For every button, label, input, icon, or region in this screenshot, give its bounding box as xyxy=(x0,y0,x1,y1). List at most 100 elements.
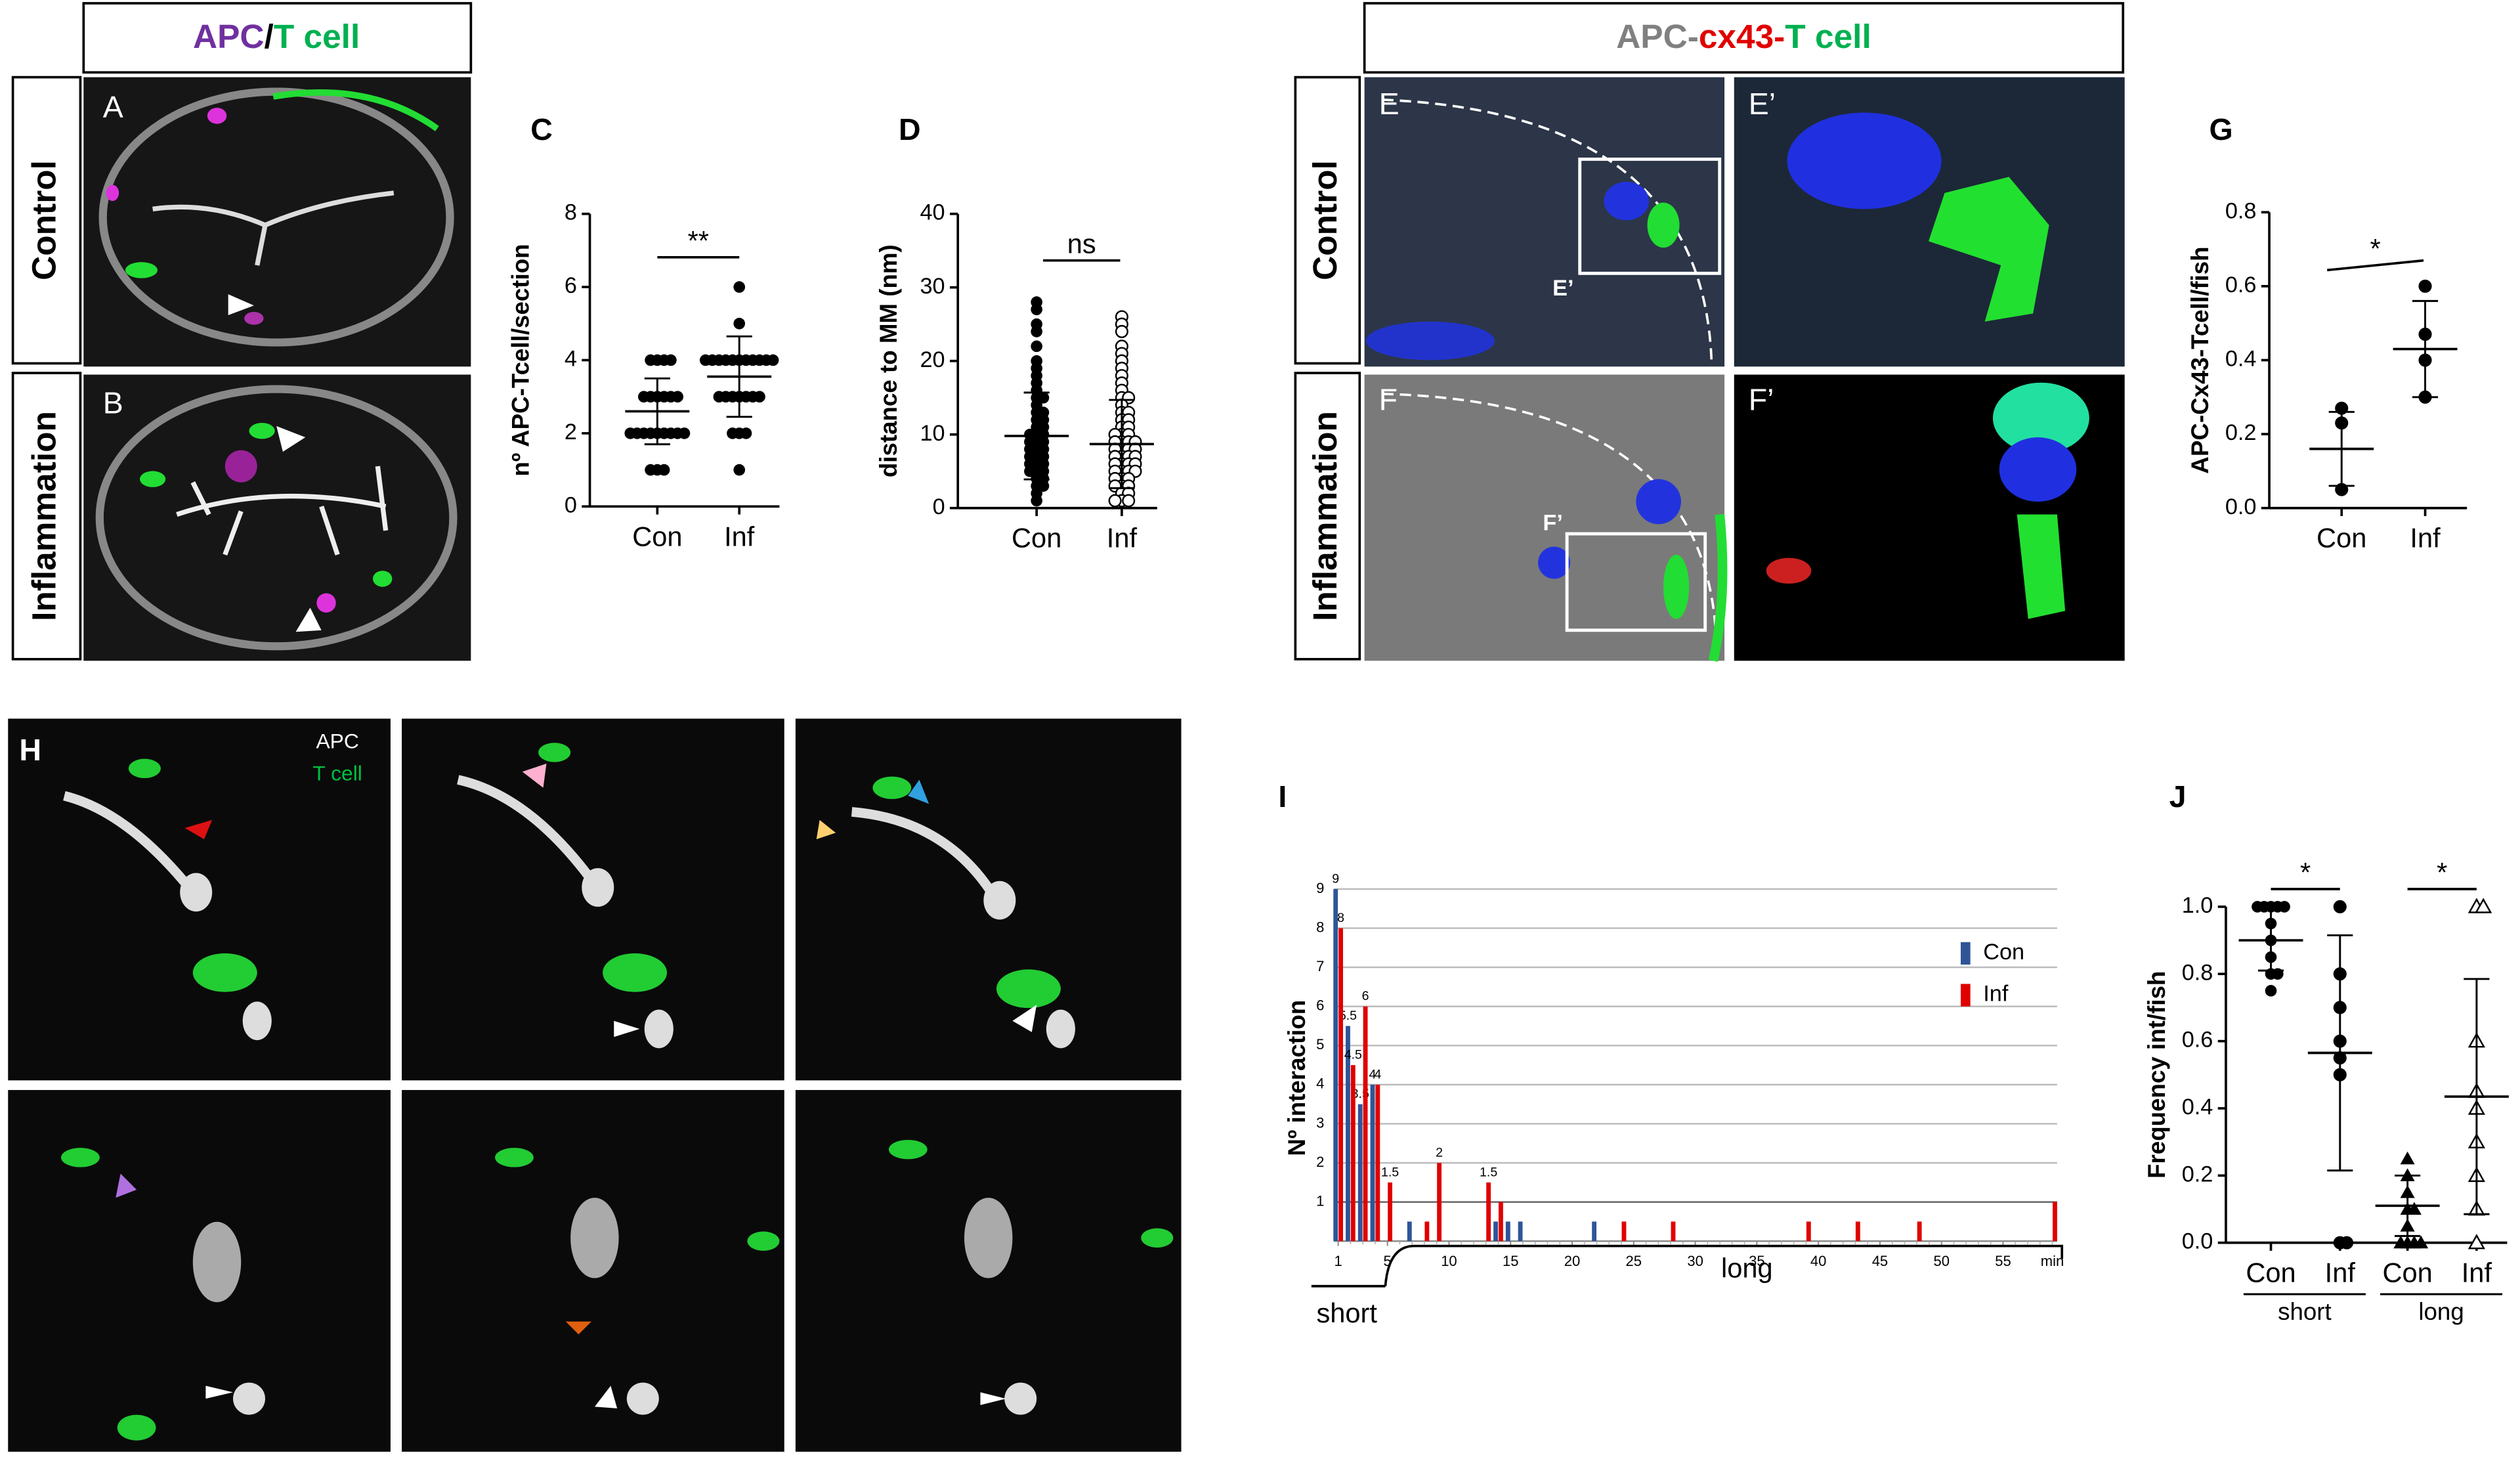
bar xyxy=(1621,1221,1627,1242)
bar xyxy=(1518,1221,1523,1242)
significance-label: * xyxy=(2370,233,2381,264)
bar xyxy=(1388,1182,1393,1242)
y-tick-label: 0.2 xyxy=(2225,420,2257,445)
value-label: 4 xyxy=(1369,1067,1377,1081)
bar xyxy=(1806,1221,1811,1242)
y-tick-label: 9 xyxy=(1316,880,1324,896)
y-tick-label: 6 xyxy=(1316,997,1324,1014)
inset-label: E’ xyxy=(1552,276,1573,301)
data-point xyxy=(733,317,746,330)
y-tick-label: 0.2 xyxy=(2182,1162,2213,1187)
x-tick-label: Inf xyxy=(2325,1257,2356,1288)
x-tick-label: Inf xyxy=(2462,1257,2492,1288)
data-point xyxy=(2467,1234,2486,1250)
x-tick-label: Con xyxy=(2382,1257,2432,1288)
row-label: Inflammation xyxy=(25,411,63,621)
data-point xyxy=(733,281,746,293)
x-tick-label: 30 xyxy=(1687,1253,1703,1269)
image-label: F’ xyxy=(1749,382,1774,416)
data-point xyxy=(1031,303,1042,316)
data-point xyxy=(2418,279,2432,293)
sd-bar xyxy=(1023,391,1050,481)
x-tick-label: 40 xyxy=(1810,1253,1826,1269)
bar xyxy=(1437,1163,1442,1242)
data-point xyxy=(2333,900,2347,913)
data-point xyxy=(1115,324,1128,338)
x-tick-label: 20 xyxy=(1564,1253,1581,1269)
data-point xyxy=(672,391,684,403)
data-point xyxy=(1024,465,1036,477)
y-tick-label: 4 xyxy=(1316,1076,1324,1092)
sd-bar xyxy=(726,335,752,418)
panel-letter: C xyxy=(530,112,553,146)
data-point xyxy=(700,354,712,366)
panel-letter: G xyxy=(2210,112,2233,146)
significance-line xyxy=(2327,259,2424,272)
row-box xyxy=(1294,372,1361,661)
y-axis-label: distance to MM (nm) xyxy=(875,244,902,477)
x-tick-label: Con xyxy=(632,521,682,552)
image-a xyxy=(83,77,471,367)
bar xyxy=(1350,1065,1356,1242)
bar xyxy=(1493,1221,1498,1242)
data-point xyxy=(678,427,691,439)
y-tick-label: 0.6 xyxy=(2182,1028,2213,1053)
y-tick-label: 0.6 xyxy=(2225,272,2257,297)
x-tick-label: 45 xyxy=(1872,1253,1888,1269)
y-tick-label: 0.4 xyxy=(2225,347,2257,372)
group-label: long xyxy=(2418,1298,2464,1325)
value-label: 4 xyxy=(1374,1067,1381,1081)
data-point xyxy=(754,391,765,403)
data-point xyxy=(1037,480,1050,492)
y-tick-label: 2 xyxy=(565,420,577,445)
image-label: E’ xyxy=(1749,87,1776,121)
header-box xyxy=(1363,2,2125,74)
legend-swatch xyxy=(1960,942,1971,965)
x-tick-label: Inf xyxy=(1107,523,1138,554)
inset-label: F’ xyxy=(1543,510,1562,535)
row-label: Control xyxy=(25,160,63,280)
y-tick-label: 20 xyxy=(920,347,945,372)
image-e xyxy=(1364,77,1725,367)
y-tick-label: 8 xyxy=(1316,919,1324,935)
span-label: short xyxy=(1316,1297,1377,1328)
x-tick-label: Con xyxy=(2246,1257,2296,1288)
bar xyxy=(1370,1084,1375,1242)
x-tick-label: 55 xyxy=(1995,1253,2011,1269)
image-f-prime xyxy=(1734,374,2125,661)
y-tick-label: 0.0 xyxy=(2225,494,2257,519)
legend-label: Inf xyxy=(1983,982,2009,1007)
legend-swatch xyxy=(1960,984,1971,1007)
data-point xyxy=(645,354,656,366)
data-point xyxy=(1031,326,1042,338)
data-point xyxy=(1108,494,1122,508)
y-tick-label: 8 xyxy=(565,200,577,225)
y-tick-label: 6 xyxy=(565,273,577,298)
panel-letter: D xyxy=(899,112,921,146)
y-tick-label: 30 xyxy=(920,274,945,299)
x-tick-label: 50 xyxy=(1933,1253,1950,1269)
data-point xyxy=(2475,898,2492,913)
y-tick-label: 10 xyxy=(920,421,945,446)
image-f xyxy=(1364,374,1728,662)
x-tick-label: Con xyxy=(2317,523,2366,554)
x-tick-label: Inf xyxy=(724,521,755,552)
y-axis-label: Nº interaction xyxy=(1283,1000,1310,1156)
significance-label: ns xyxy=(1067,229,1096,259)
sd-bar xyxy=(2327,934,2353,1172)
data-point xyxy=(624,427,637,439)
y-tick-label: 0.4 xyxy=(2182,1095,2213,1120)
x-tick-label: 15 xyxy=(1503,1253,1519,1269)
data-point xyxy=(740,427,752,439)
sd-bar xyxy=(644,377,670,446)
bar xyxy=(1363,1006,1368,1242)
value-label: 8 xyxy=(1337,911,1344,925)
data-point xyxy=(2414,1235,2429,1249)
image-h xyxy=(8,718,1182,1452)
bar xyxy=(1338,928,1343,1242)
image-label: B xyxy=(103,385,123,420)
span-label: long xyxy=(1721,1252,1773,1283)
y-tick-label: 1.0 xyxy=(2182,893,2213,918)
data-point xyxy=(637,391,650,403)
